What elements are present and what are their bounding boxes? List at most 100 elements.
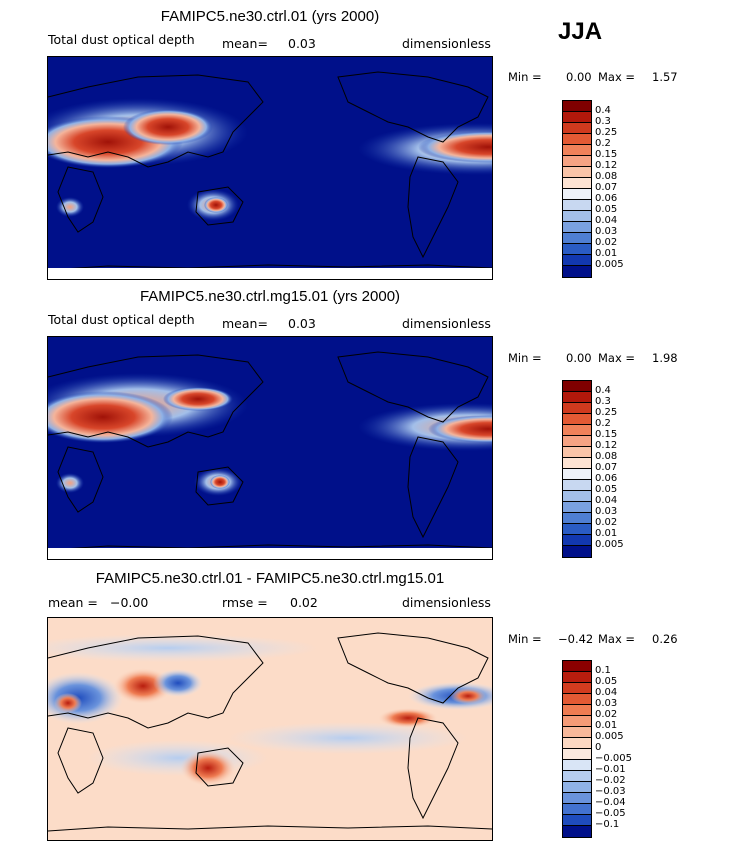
colorbar-tick-label: 0.06 [595,473,618,484]
colorbar-swatch [563,524,591,535]
colorbar-swatch [563,200,591,211]
colorbar-tick-label: 0.005 [595,539,624,550]
colorbar-swatch [563,447,591,458]
colorbar-swatch [563,112,591,123]
panel3-units: dimensionless [402,595,491,610]
panel1-units: dimensionless [402,36,491,51]
panel3-title: FAMIPC5.ne30.ctrl.01 - FAMIPC5.ne30.ctrl… [95,570,445,587]
colorbar-swatch [563,266,591,277]
colorbar-swatch [563,222,591,233]
colorbar-swatch [563,502,591,513]
colorbar-swatch [563,826,591,837]
panel3-mean-label: mean = [48,595,98,610]
colorbar-swatch [563,760,591,771]
colorbar-tick-label: 0.2 [595,138,611,149]
colorbar-tick-label: 0.01 [595,248,618,259]
colorbar-swatch [563,749,591,760]
colorbar-swatch [563,244,591,255]
colorbar-swatch [563,436,591,447]
colorbar-tick-label: −0.01 [595,764,626,775]
panel3-min-label: Min = [508,632,542,646]
colorbar-swatch [563,189,591,200]
colorbar-tick-label: −0.05 [595,808,626,819]
colorbar-swatch [563,156,591,167]
panel1-min-value: 0.00 [566,70,592,84]
panel3-max-value: 0.26 [652,632,678,646]
panel3-rmse-value: 0.02 [290,595,318,610]
panel2-units: dimensionless [402,316,491,331]
colorbar-tick-label: 0.03 [595,506,618,517]
season-label: JJA [558,18,603,45]
colorbar-tick-label: 0.01 [595,720,618,731]
colorbar-swatch [563,101,591,112]
panel2-title: FAMIPC5.ne30.ctrl.mg15.01 (yrs 2000) [139,288,401,305]
panel1-max-label: Max = [598,70,636,84]
colorbar-swatch [563,815,591,826]
colorbar-tick-label: 0.3 [595,116,611,127]
colorbar-swatch [563,469,591,480]
colorbar-swatch [563,661,591,672]
colorbar-tick-label: 0.15 [595,429,618,440]
colorbar-swatch [563,145,591,156]
colorbar-swatch [563,381,591,392]
colorbar-swatch [563,233,591,244]
colorbar-swatch [563,804,591,815]
colorbar-swatch [563,491,591,502]
colorbar-tick-label: 0.005 [595,259,624,270]
panel1-mean-value: 0.03 [288,36,316,51]
colorbar-swatch [563,178,591,189]
colorbar-tick-label: −0.03 [595,786,626,797]
colorbar-swatch [563,672,591,683]
colorbar-swatch [563,694,591,705]
colorbar-tick-label: 0.03 [595,226,618,237]
colorbar-tick-label: 0.005 [595,731,624,742]
colorbar-tick-label: 0.01 [595,528,618,539]
colorbar-swatch [563,211,591,222]
colorbar-tick-label: 0.04 [595,495,618,506]
colorbar-tick-label: 0.07 [595,462,618,473]
colorbar-swatch [563,458,591,469]
colorbar-swatch [563,535,591,546]
colorbar-tick-label: 0.05 [595,204,618,215]
panel3-map [47,617,493,841]
panel3-mean-value: −0.00 [110,595,149,610]
colorbar-swatch [563,167,591,178]
colorbar-swatch [563,782,591,793]
colorbar-swatch [563,134,591,145]
panel1-map [47,56,493,280]
colorbar-tick-label: 0.05 [595,484,618,495]
panel1-variable-label: Total dust optical depth [48,32,195,47]
panel2-min-value: 0.00 [566,351,592,365]
colorbar-box [562,380,592,558]
panel1-title: FAMIPC5.ne30.ctrl.01 (yrs 2000) [160,8,380,25]
panel3-min-value: −0.42 [558,632,594,646]
colorbar-tick-label: 0.4 [595,385,611,396]
panel3-map-svg [48,618,492,840]
colorbar-tick-label: −0.04 [595,797,626,808]
panel1-map-svg [48,57,492,279]
colorbar-swatch [563,255,591,266]
colorbar-tick-label: 0 [595,742,602,753]
colorbar-swatch [563,705,591,716]
colorbar-tick-label: 0.06 [595,193,618,204]
colorbar-tick-label: 0.12 [595,440,618,451]
panel3-rmse-label: rmse = [222,595,268,610]
panel2-map [47,336,493,560]
colorbar-tick-label: 0.3 [595,396,611,407]
panel1-min-label: Min = [508,70,542,84]
colorbar-swatch [563,727,591,738]
colorbar-tick-label: 0.25 [595,407,618,418]
colorbar-swatch [563,771,591,782]
colorbar-tick-label: 0.02 [595,709,618,720]
colorbar-swatch [563,123,591,134]
colorbar-tick-label: 0.08 [595,451,618,462]
colorbar-swatch [563,793,591,804]
colorbar-tick-label: −0.1 [595,819,620,830]
panel1-max-value: 1.57 [652,70,678,84]
colorbar-swatch [563,716,591,727]
colorbar-tick-label: 0.03 [595,698,618,709]
panel2-variable-label: Total dust optical depth [48,312,195,327]
colorbar-tick-label: 0.04 [595,215,618,226]
colorbar-tick-label: 0.15 [595,149,618,160]
colorbar-tick-label: 0.12 [595,160,618,171]
